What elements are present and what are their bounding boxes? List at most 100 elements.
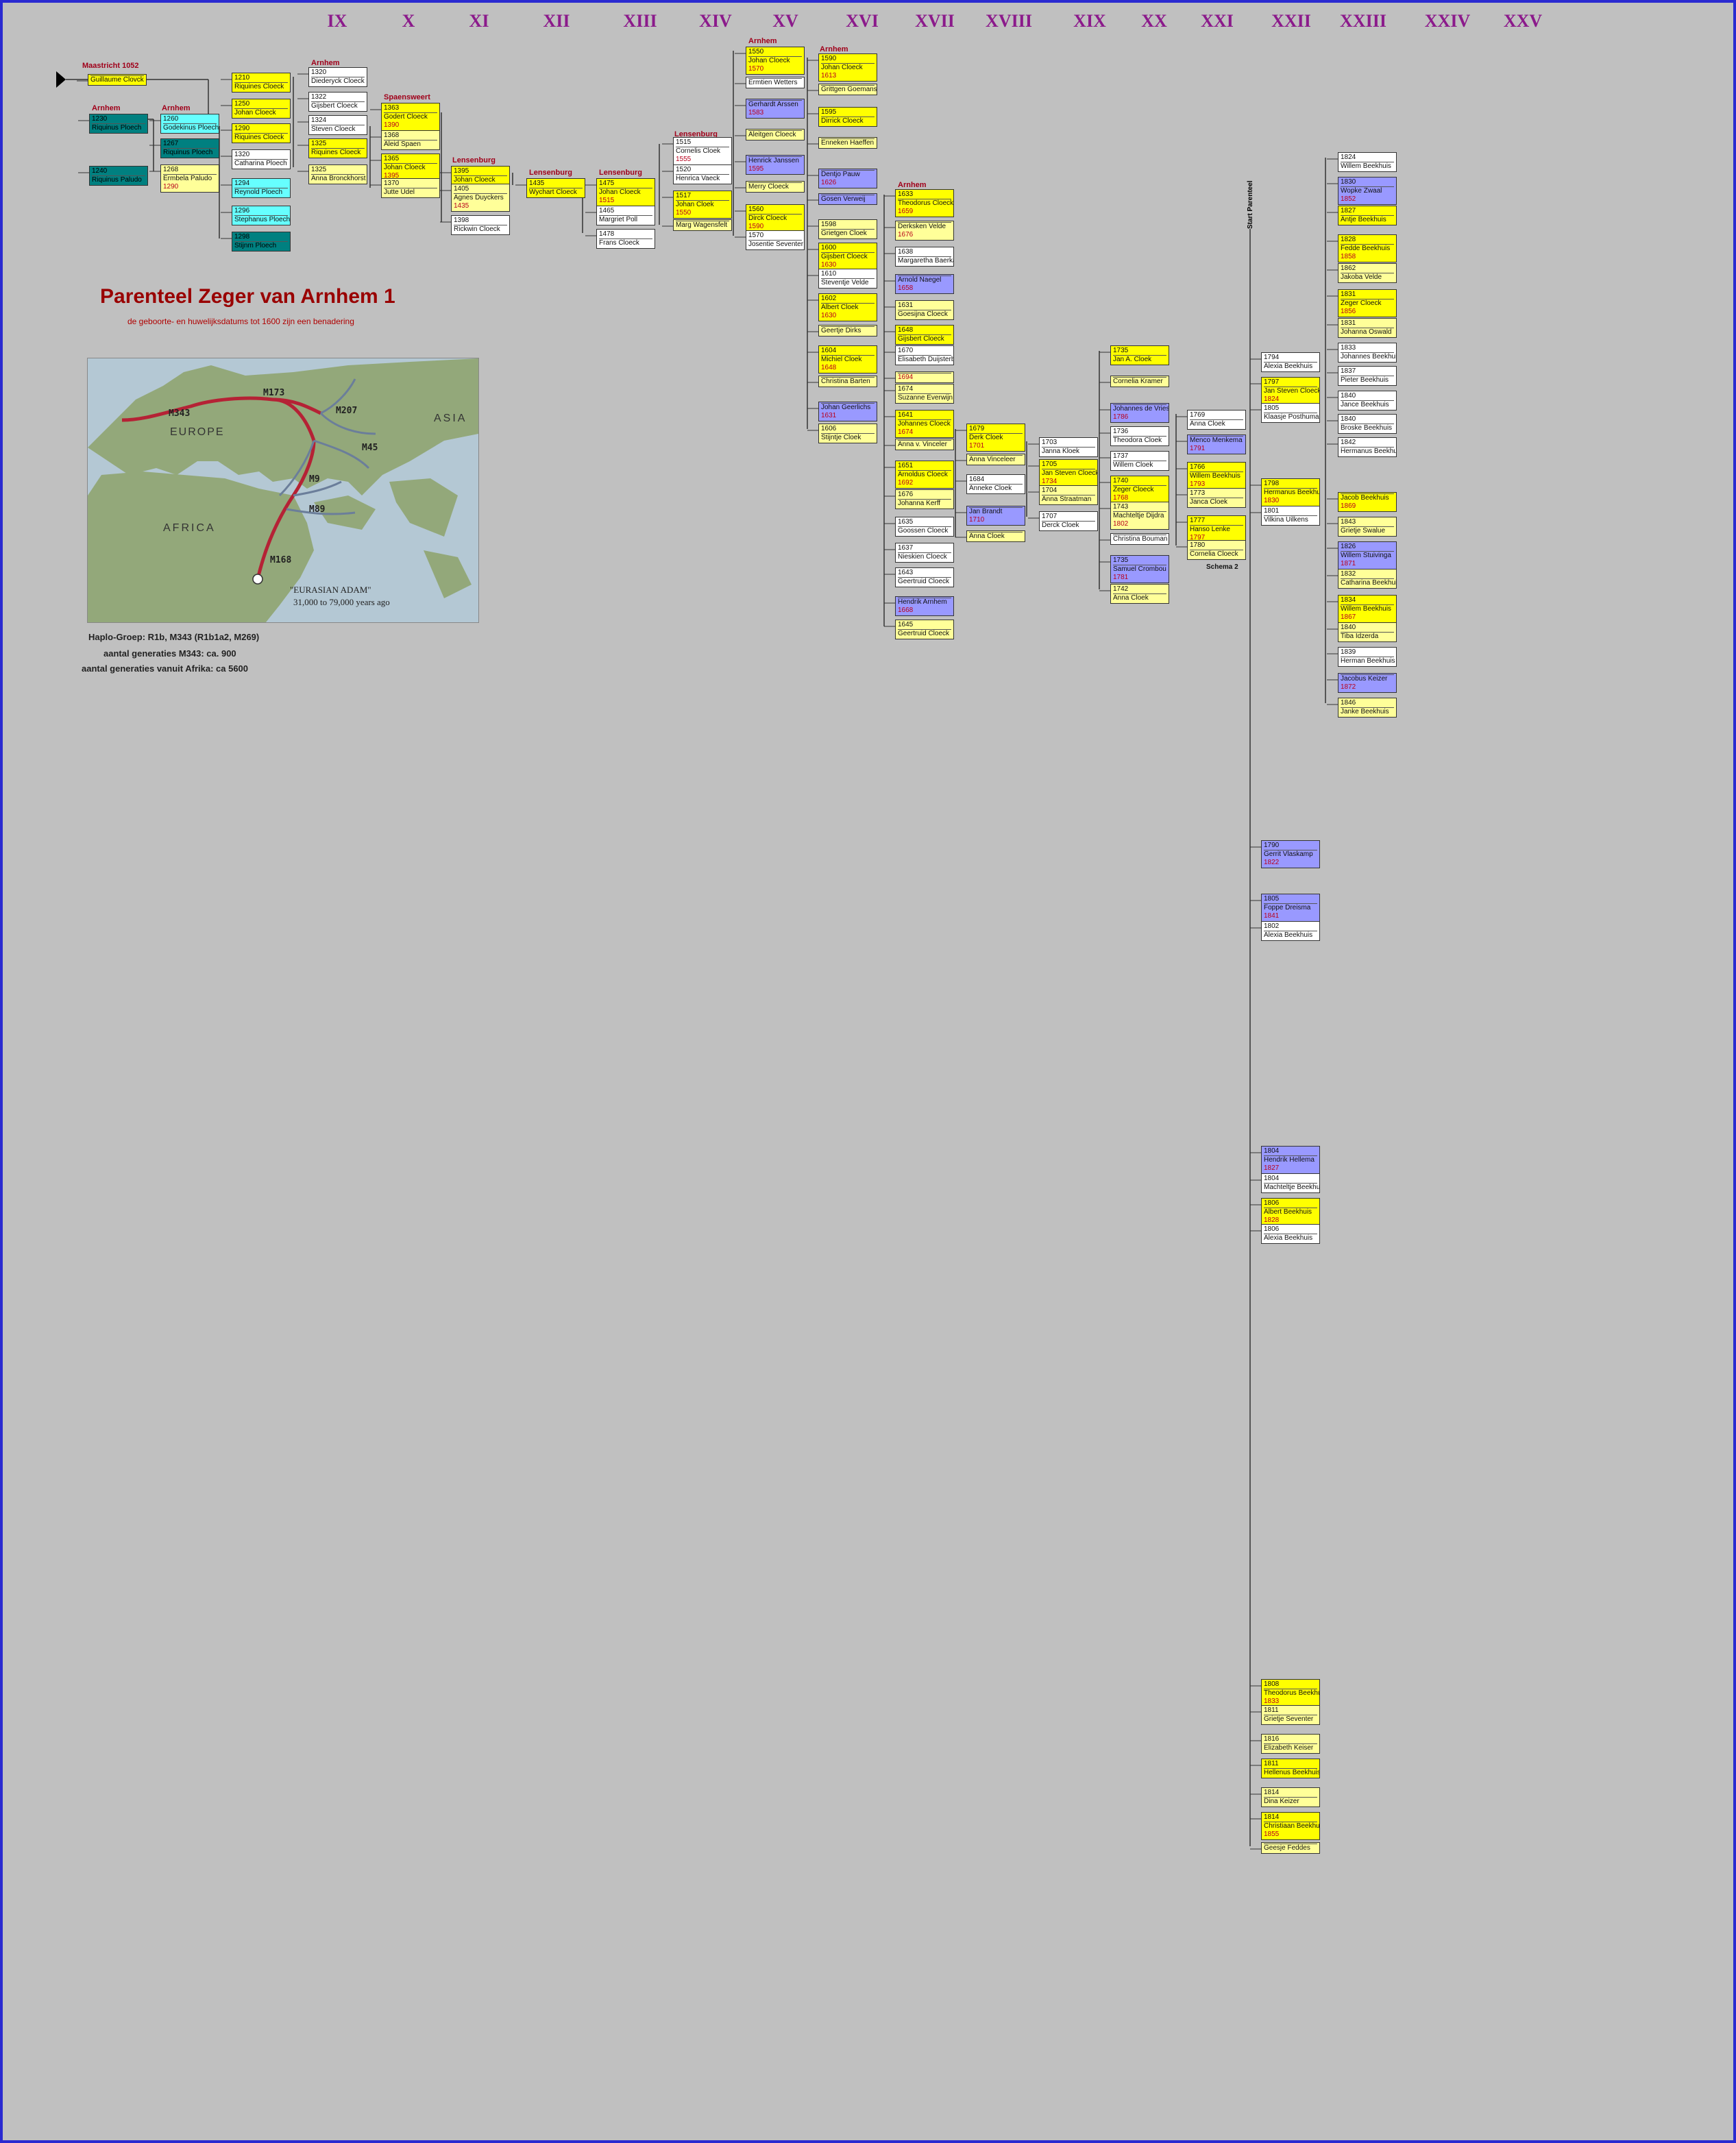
marriage-year: 1590: [748, 223, 764, 230]
person-name: Gijsbert Cloeck: [898, 334, 951, 343]
birth-year: 1637: [898, 544, 914, 552]
marriage-year: 1791: [1190, 445, 1206, 452]
person-box-p1250: 1250 Johan Cloeck: [232, 99, 291, 119]
birth-year: 1742: [1113, 585, 1129, 593]
person-name: Willem Cloek: [1113, 461, 1166, 469]
marriage-year: 1824: [1264, 395, 1280, 403]
person-name: Jan Steven Cloeck: [1042, 469, 1098, 477]
place-arnhem-4: Arnhem: [748, 37, 777, 45]
person-name: Wychart Cloeck: [529, 188, 583, 197]
person-name: Johannes de Vries: [1113, 404, 1169, 413]
person-box-p1631: 1631 Goesijna Cloeck: [895, 300, 954, 320]
birth-year: 1435: [529, 180, 545, 187]
map-marker-m89: M89: [309, 504, 325, 515]
person-box-p1294: 1294 Reynold Ploech: [232, 178, 291, 198]
marriage-year: 1630: [821, 261, 837, 269]
person-name: Geesje Feddes: [1264, 1844, 1317, 1852]
person-name: Wopke Zwaal: [1341, 186, 1394, 195]
person-name: Jakoba Velde: [1341, 273, 1394, 282]
person-name: Aleitgen Cloeck: [748, 130, 802, 139]
person-box-p1240: 1240 Riquinus Paludo: [89, 166, 148, 186]
marriage-year: 1793: [1190, 480, 1206, 488]
person-name: Albert Cloek: [821, 303, 875, 312]
person-name: Johanna Oswald: [1341, 328, 1394, 336]
person-name: Jutte Udel: [384, 188, 437, 197]
map-marker-m343: M343: [169, 408, 190, 419]
birth-year: 1737: [1113, 452, 1129, 460]
birth-year: 1465: [599, 207, 615, 215]
birth-year: 1370: [384, 180, 400, 187]
person-box-p1798: 1798 Hermanus Beekhuis 1830: [1261, 478, 1320, 506]
person-box-p_ermwet: Ermtien Wetters: [746, 77, 805, 88]
birth-year: 1240: [92, 167, 108, 175]
person-name: Samuel Crombou: [1113, 565, 1166, 573]
marriage-year: 1555: [676, 156, 692, 163]
person-name: Anna Cloek: [1190, 419, 1243, 428]
person-name: Anna Cloek: [1113, 593, 1166, 602]
map-label-europe: EUROPE: [170, 426, 225, 438]
person-box-p1363: 1363 Godert Cloeck 1390: [381, 103, 440, 131]
person-box-p1267: 1267 Riquinus Ploech: [160, 138, 219, 158]
birth-year: 1325: [311, 166, 327, 173]
person-box-p1806a: 1806 Alexia Beekhuis: [1261, 1224, 1320, 1244]
person-name: Steventje Velde: [821, 278, 875, 287]
person-name: Dirrick Cloeck: [821, 117, 875, 125]
person-box-p1324: 1324 Steven Cloeck: [308, 115, 367, 135]
person-name: Klaasje Posthuma: [1264, 413, 1319, 421]
birth-year: 1294: [234, 180, 250, 187]
person-name: Reynold Ploech: [234, 188, 288, 197]
marriage-year: 1841: [1264, 912, 1280, 920]
marriage-year: 1786: [1113, 413, 1129, 421]
person-box-p1839: 1839 Herman Beekhuis: [1338, 647, 1397, 667]
person-name: Godekinus Ploech: [163, 123, 219, 132]
person-box-p1828: 1828 Fedde Beekhuis 1858: [1338, 234, 1397, 262]
person-name: Riquinus Paludo: [92, 175, 145, 184]
person-box-p1814c: 1814 Christiaan Beekhuis 1855: [1261, 1812, 1320, 1840]
person-box-p_hendrikarn: Hendrik Arnhem 1668: [895, 596, 954, 616]
birth-year: 1777: [1190, 517, 1206, 524]
person-name: Ermtien Wetters: [748, 78, 802, 87]
person-name: Zeger Cloeck: [1341, 299, 1394, 308]
birth-year: 1674: [898, 385, 914, 393]
marriage-year: 1858: [1341, 253, 1356, 260]
birth-year: 1806: [1264, 1199, 1280, 1207]
person-name: Riquinus Ploech: [92, 123, 145, 132]
generation-ix: IX: [327, 11, 347, 31]
birth-year: 1705: [1042, 461, 1058, 468]
person-name: Merry Cloeck: [748, 182, 802, 191]
person-box-p1846: 1846 Janke Beekhuis: [1338, 698, 1397, 718]
generation-xx: XX: [1141, 11, 1167, 31]
generation-xxiii: XXIII: [1340, 11, 1386, 31]
marriage-year: 1872: [1341, 683, 1356, 691]
person-name: Herman Beekhuis: [1341, 657, 1395, 665]
person-name: Alexia Beekhuis: [1264, 362, 1317, 371]
marriage-year: 1833: [1264, 1698, 1280, 1705]
migration-map: EUROPE ASIA AFRICA M343 M173 M207 M45 M9…: [87, 358, 479, 623]
birth-year: 1808: [1264, 1680, 1280, 1688]
map-marker-m45: M45: [362, 443, 378, 453]
birth-year: 1736: [1113, 428, 1129, 435]
person-box-p1805k: 1805 Klaasje Posthuma: [1261, 403, 1320, 423]
person-box-p1703: 1703 Janna Kloek: [1039, 437, 1098, 457]
person-name: Goossen Cloeck: [898, 526, 951, 535]
person-box-p1830: 1830 Wopke Zwaal 1852: [1338, 177, 1397, 205]
marriage-year: 1856: [1341, 308, 1356, 315]
person-name: Geertje Dirks: [821, 326, 875, 335]
person-name: Catharina Beekhuis: [1341, 578, 1397, 587]
person-name: Antje Beekhuis: [1341, 215, 1394, 224]
generation-xvi: XVI: [846, 11, 879, 31]
person-name: Willem Beekhuis: [1190, 472, 1243, 480]
marriage-year: 1822: [1264, 859, 1280, 866]
place-lensenburg-2: Lensenburg: [529, 169, 572, 177]
birth-year: 1324: [311, 117, 327, 124]
birth-year: 1840: [1341, 415, 1356, 423]
person-box-p1742: 1742 Anna Cloek: [1110, 584, 1169, 604]
person-box-p1811h: 1811 Hellenus Beekhuis: [1261, 1759, 1320, 1778]
birth-year: 1267: [163, 140, 179, 147]
birth-year: 1260: [163, 115, 179, 123]
person-box-p1320b: 1320 Diederyck Cloeck: [308, 67, 367, 87]
person-box-p1475: 1475 Johan Cloeck 1515: [596, 178, 655, 206]
person-box-p_menco: Menco Menkema 1791: [1187, 434, 1246, 454]
birth-year: 1839: [1341, 648, 1356, 656]
